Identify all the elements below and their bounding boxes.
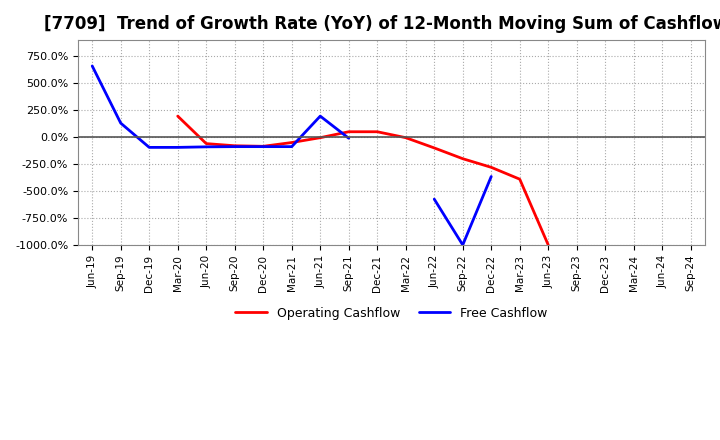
Free Cashflow [344,136,353,141]
Operating Cashflow [259,144,268,149]
Operating Cashflow [459,156,467,161]
Title: [7709]  Trend of Growth Rate (YoY) of 12-Month Moving Sum of Cashflows: [7709] Trend of Growth Rate (YoY) of 12-… [45,15,720,33]
Operating Cashflow [230,143,239,148]
Line: Free Cashflow: Free Cashflow [92,66,348,147]
Operating Cashflow [544,242,552,248]
Free Cashflow [287,144,296,149]
Operating Cashflow [202,141,210,146]
Operating Cashflow [402,135,410,140]
Free Cashflow [117,121,125,126]
Operating Cashflow [316,135,325,140]
Operating Cashflow [430,145,438,150]
Free Cashflow [88,63,96,69]
Operating Cashflow [287,140,296,145]
Operating Cashflow [516,176,524,182]
Free Cashflow [202,144,210,150]
Operating Cashflow [487,165,495,170]
Free Cashflow [145,145,153,150]
Operating Cashflow [344,129,353,134]
Free Cashflow [174,145,182,150]
Free Cashflow [316,114,325,119]
Legend: Operating Cashflow, Free Cashflow: Operating Cashflow, Free Cashflow [230,302,552,325]
Line: Operating Cashflow: Operating Cashflow [178,116,548,245]
Operating Cashflow [373,129,382,134]
Free Cashflow [259,144,268,149]
Free Cashflow [230,144,239,149]
Operating Cashflow [174,114,182,119]
